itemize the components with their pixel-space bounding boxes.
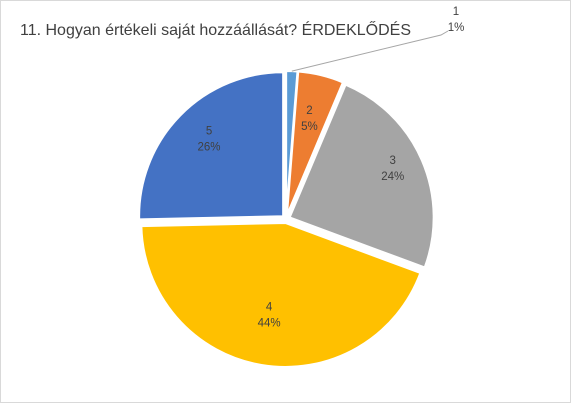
- slice-percent-5: 26%: [198, 142, 221, 154]
- slice-label-1: 1: [453, 6, 459, 18]
- pie-slice-3: [288, 83, 435, 269]
- leader-line-1: [291, 30, 449, 72]
- slice-percent-2: 5%: [301, 121, 318, 133]
- slice-label-2: 2: [306, 105, 312, 117]
- pie-slice-5: [138, 71, 285, 221]
- chart-title: 11. Hogyan értékeli saját hozzáállását? …: [20, 22, 412, 39]
- slice-percent-4: 44%: [258, 318, 281, 330]
- slice-percent-1: 1%: [448, 22, 465, 34]
- slice-label-3: 3: [390, 155, 396, 167]
- slice-label-5: 5: [206, 126, 212, 138]
- pie-slice-4: [140, 221, 422, 368]
- slice-label-4: 4: [266, 302, 273, 314]
- slice-percent-3: 24%: [381, 171, 404, 183]
- pie-slice-2: [285, 70, 345, 216]
